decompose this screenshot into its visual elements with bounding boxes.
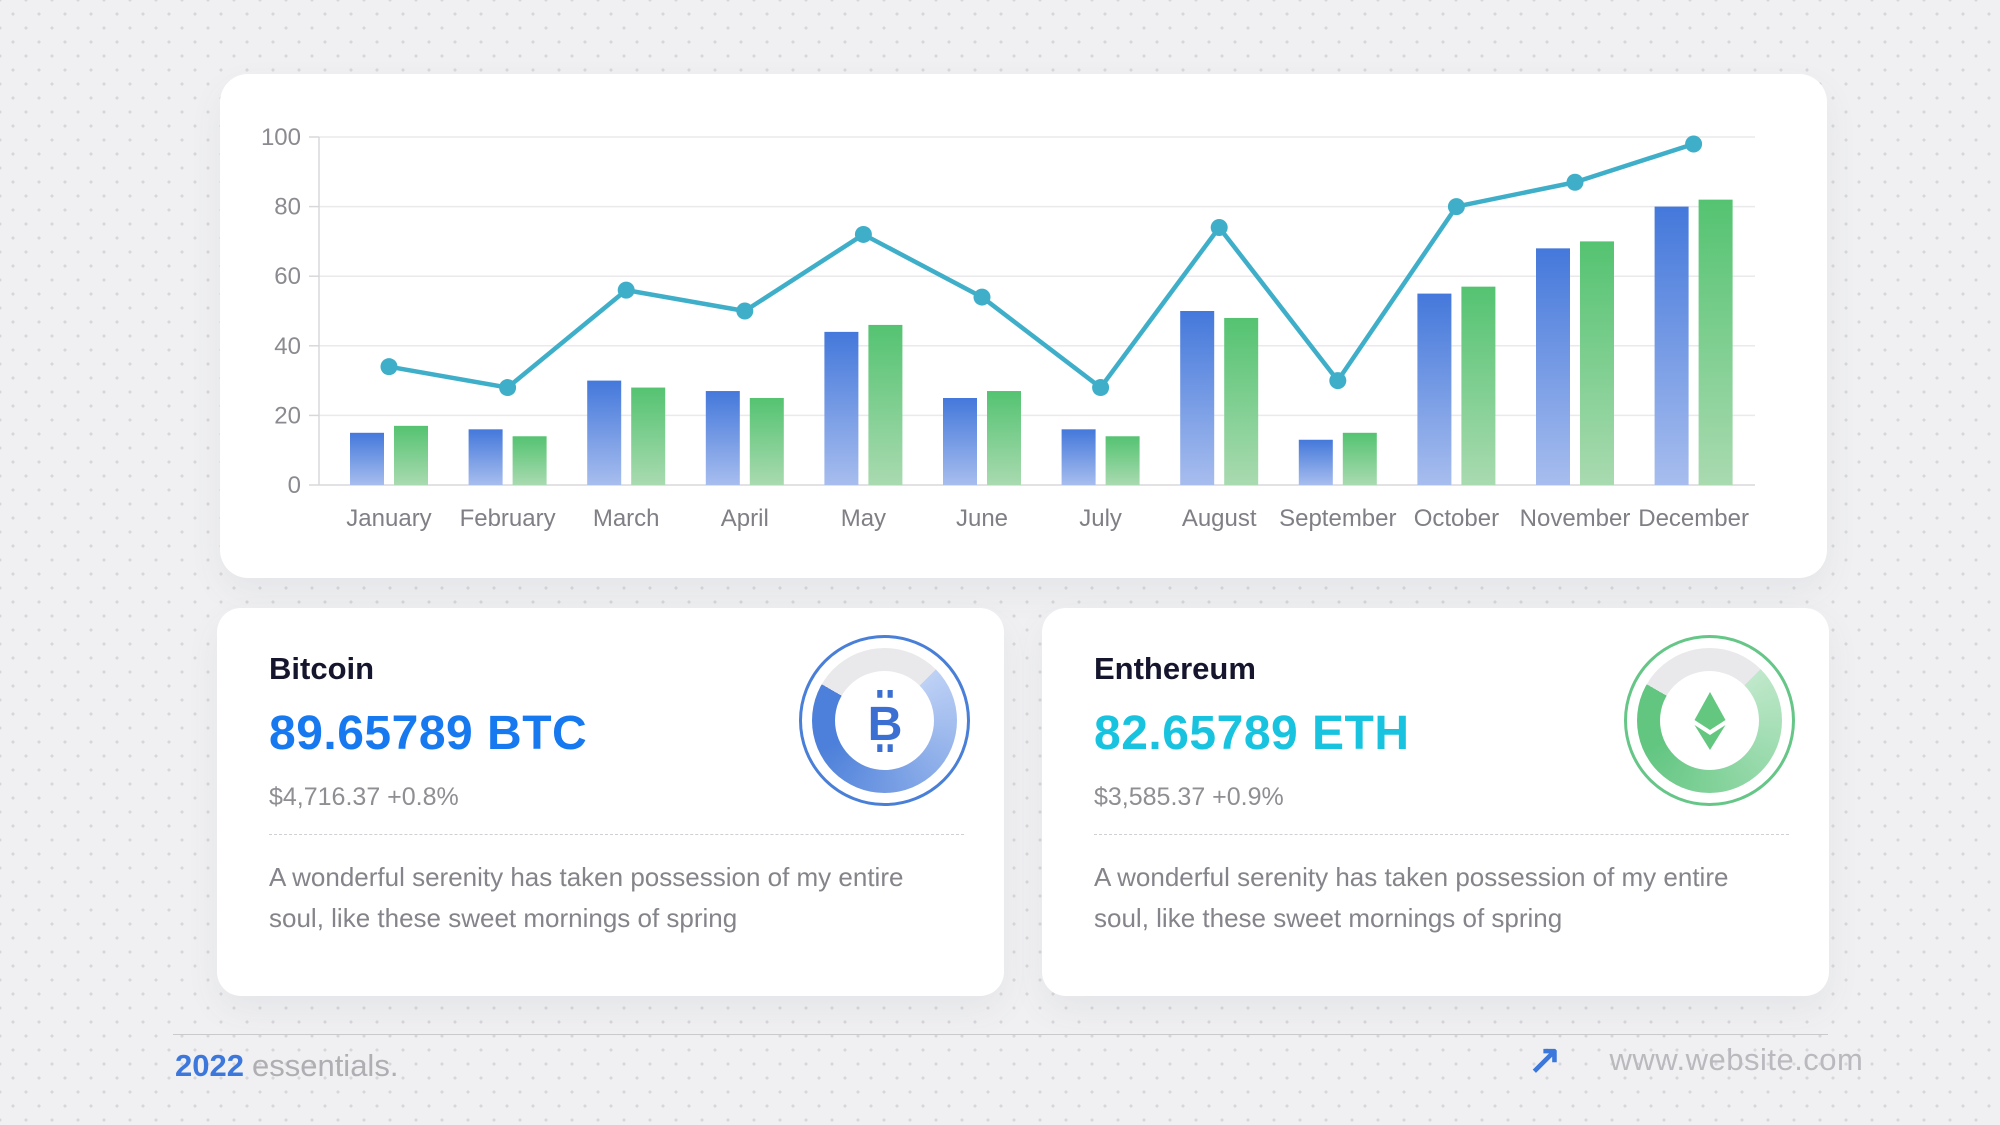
bitcoin-title: Bitcoin (269, 651, 375, 686)
footer-logo: 2022 essentials. (175, 1048, 398, 1084)
y-tick-label-60: 60 (274, 263, 301, 290)
y-tick-label-40: 40 (274, 333, 301, 360)
footer-website-url[interactable]: www.website.com (1609, 1042, 1864, 1077)
x-tick-label-november: November (1520, 505, 1631, 532)
bar-blue-bars-october (1417, 293, 1452, 485)
bar-green-bars-october (1461, 286, 1496, 485)
bar-green-bars-august (1224, 317, 1259, 485)
bitcoin-donut-gauge: B (799, 635, 970, 806)
bitcoin-donut-outer-ring (799, 635, 970, 806)
x-tick-label-april: April (721, 505, 769, 532)
arrow-up-right-icon[interactable]: ↗ (1528, 1038, 1562, 1082)
x-tick-label-july: July (1079, 505, 1122, 532)
bitcoin-divider (269, 834, 964, 835)
bitcoin-card-body: Bitcoin 89.65789 BTC $4,716.37 +0.8% A w… (269, 650, 964, 939)
x-tick-label-june: June (956, 505, 1008, 532)
line-point-july (1092, 379, 1110, 397)
bar-blue-bars-january (350, 432, 384, 485)
line-point-october (1447, 198, 1465, 216)
combo-chart: 0 20 40 60 80 100 January February March April May… (261, 124, 1755, 532)
bar-green-bars-april (749, 398, 784, 485)
bar-green-bars-july (1105, 436, 1140, 485)
chart-card: 0 20 40 60 80 100 January February March April May… (220, 74, 1827, 578)
line-point-april (736, 302, 754, 320)
line-series-path (386, 141, 1696, 390)
footer-divider (173, 1034, 1828, 1035)
x-tick-label-february: February (460, 505, 556, 532)
line-point-august (1210, 218, 1228, 236)
x-tick-label-august: August (1182, 505, 1257, 532)
y-tick-label-80: 80 (274, 194, 301, 221)
bitcoin-donut-hole: B (835, 671, 934, 770)
footer-logo-brand: essentials. (251, 1048, 399, 1083)
x-tick-label-march: March (593, 505, 660, 532)
bar-green-bars-september (1342, 432, 1377, 485)
bar-green-bars-january (394, 425, 428, 485)
bar-blue-bars-july (1061, 429, 1096, 485)
y-tick-label-0: 0 (288, 472, 301, 499)
line-point-september (1329, 372, 1347, 390)
ethereum-icon (1694, 691, 1725, 750)
bitcoin-value: 89.65789 BTC (269, 707, 588, 760)
x-tick-label-october: October (1414, 505, 1499, 532)
x-tick-label-may: May (841, 505, 886, 532)
line-point-december (1685, 135, 1703, 153)
ethereum-description: A wonderful serenity has taken possessio… (1094, 862, 1729, 933)
bar-blue-bars-may (824, 331, 859, 485)
bar-blue-bars-august (1180, 311, 1215, 485)
footer-logo-year: 2022 (175, 1048, 244, 1083)
bar-green-bars-november (1580, 241, 1614, 485)
ethereum-donut-hole (1660, 671, 1759, 770)
bitcoin-icon: B (867, 689, 902, 752)
bar-blue-bars-december (1654, 206, 1689, 485)
x-tick-label-september: September (1279, 505, 1396, 532)
ethereum-donut-outer-ring (1624, 635, 1795, 806)
line-point-february (499, 379, 517, 397)
bar-blue-bars-march (587, 380, 622, 485)
ethereum-card: Enthereum 82.65789 ETH $3,585.37 +0.9% A… (1042, 608, 1829, 996)
ethereum-value: 82.65789 ETH (1094, 707, 1410, 760)
line-point-march (617, 281, 635, 299)
bar-blue-bars-november (1536, 248, 1570, 485)
y-tick-label-20: 20 (274, 402, 301, 429)
ethereum-price-change: $3,585.37 +0.9% (1094, 783, 1284, 811)
ethereum-card-body: Enthereum 82.65789 ETH $3,585.37 +0.9% A… (1094, 650, 1789, 939)
ethereum-title: Enthereum (1094, 651, 1256, 686)
bar-blue-bars-february (468, 429, 503, 485)
line-point-may (854, 225, 872, 243)
y-tick-label-100: 100 (261, 124, 301, 151)
ethereum-donut-gauge (1624, 635, 1795, 806)
footer-website-link[interactable]: ↗ www.website.com (1528, 1040, 1863, 1080)
ethereum-divider (1094, 834, 1789, 835)
bar-blue-bars-april (705, 391, 740, 485)
bar-green-bars-june (987, 391, 1021, 485)
bar-blue-bars-june (943, 398, 977, 485)
line-point-june (973, 288, 991, 306)
bar-blue-bars-september (1298, 439, 1333, 485)
x-tick-label-december: December (1638, 505, 1749, 532)
bar-green-bars-march (631, 387, 666, 485)
bar-green-bars-may (868, 324, 903, 485)
svg-text:B: B (867, 696, 902, 750)
line-point-november (1566, 173, 1584, 191)
bar-green-bars-february (512, 436, 547, 485)
x-tick-label-january: January (346, 505, 431, 532)
bar-green-bars-december (1698, 199, 1733, 485)
bitcoin-description: A wonderful serenity has taken possessio… (269, 862, 904, 933)
bitcoin-price-change: $4,716.37 +0.8% (269, 783, 459, 811)
line-point-january (380, 358, 398, 376)
bitcoin-card: Bitcoin 89.65789 BTC $4,716.37 +0.8% A w… (217, 608, 1004, 996)
